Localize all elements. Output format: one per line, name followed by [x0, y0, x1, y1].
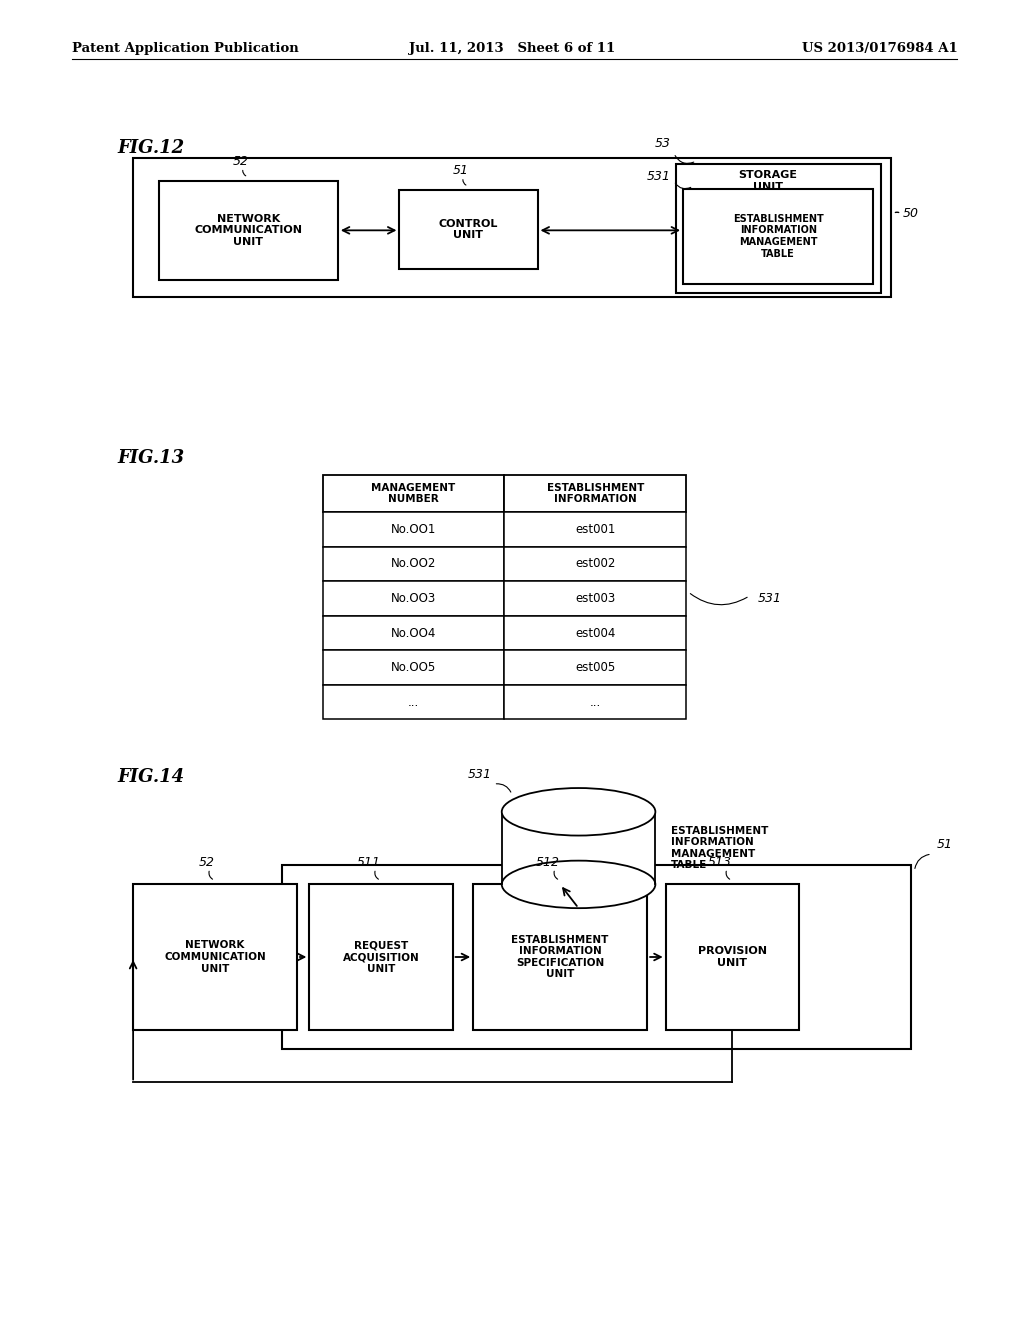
Text: 531: 531: [468, 768, 492, 781]
FancyBboxPatch shape: [323, 546, 504, 581]
Ellipse shape: [502, 788, 655, 836]
FancyBboxPatch shape: [323, 581, 504, 615]
FancyBboxPatch shape: [473, 884, 647, 1030]
Text: ESTABLISHMENT
INFORMATION
MANAGEMENT
TABLE: ESTABLISHMENT INFORMATION MANAGEMENT TAB…: [733, 214, 823, 259]
FancyBboxPatch shape: [504, 685, 686, 719]
FancyBboxPatch shape: [504, 651, 686, 685]
Text: ESTABLISHMENT
INFORMATION: ESTABLISHMENT INFORMATION: [547, 483, 644, 504]
FancyBboxPatch shape: [159, 181, 338, 280]
FancyBboxPatch shape: [504, 546, 686, 581]
Text: est003: est003: [575, 591, 615, 605]
Text: FIG.13: FIG.13: [118, 449, 185, 467]
FancyBboxPatch shape: [666, 884, 799, 1030]
FancyBboxPatch shape: [323, 685, 504, 719]
FancyBboxPatch shape: [282, 865, 911, 1049]
Text: FIG.12: FIG.12: [118, 139, 185, 157]
Text: 53: 53: [654, 137, 671, 150]
FancyBboxPatch shape: [683, 189, 873, 284]
FancyBboxPatch shape: [502, 812, 655, 884]
Text: 531: 531: [758, 591, 781, 605]
Text: No.OO4: No.OO4: [391, 627, 436, 640]
Ellipse shape: [502, 861, 655, 908]
Text: 531: 531: [647, 170, 671, 183]
Text: No.OO3: No.OO3: [391, 591, 436, 605]
Text: 512: 512: [537, 855, 560, 869]
Text: est004: est004: [575, 627, 615, 640]
Text: US 2013/0176984 A1: US 2013/0176984 A1: [802, 42, 957, 55]
Text: No.OO5: No.OO5: [391, 661, 436, 675]
Text: 513: 513: [709, 855, 732, 869]
Text: 50: 50: [903, 207, 920, 220]
FancyBboxPatch shape: [133, 158, 891, 297]
Text: 511: 511: [357, 855, 381, 869]
Text: REQUEST
ACQUISITION
UNIT: REQUEST ACQUISITION UNIT: [343, 940, 419, 974]
Text: est005: est005: [575, 661, 615, 675]
Text: ...: ...: [408, 696, 419, 709]
FancyBboxPatch shape: [504, 581, 686, 615]
FancyBboxPatch shape: [323, 651, 504, 685]
Text: Patent Application Publication: Patent Application Publication: [72, 42, 298, 55]
Text: CONTROL
UNIT: CONTROL UNIT: [439, 219, 498, 240]
FancyBboxPatch shape: [133, 884, 297, 1030]
FancyBboxPatch shape: [504, 475, 686, 512]
Text: ESTABLISHMENT
INFORMATION
MANAGEMENT
TABLE: ESTABLISHMENT INFORMATION MANAGEMENT TAB…: [671, 826, 768, 870]
Text: NETWORK
COMMUNICATION
UNIT: NETWORK COMMUNICATION UNIT: [195, 214, 302, 247]
Text: No.OO2: No.OO2: [391, 557, 436, 570]
Text: ...: ...: [590, 696, 601, 709]
Text: est001: est001: [575, 523, 615, 536]
Text: 52: 52: [199, 855, 215, 869]
Text: est002: est002: [575, 557, 615, 570]
Text: NETWORK
COMMUNICATION
UNIT: NETWORK COMMUNICATION UNIT: [164, 940, 266, 974]
FancyBboxPatch shape: [504, 512, 686, 546]
FancyBboxPatch shape: [323, 475, 504, 512]
FancyBboxPatch shape: [399, 190, 538, 269]
Text: ESTABLISHMENT
INFORMATION
SPECIFICATION
UNIT: ESTABLISHMENT INFORMATION SPECIFICATION …: [511, 935, 609, 979]
Text: 51: 51: [937, 838, 953, 851]
Text: No.OO1: No.OO1: [391, 523, 436, 536]
FancyBboxPatch shape: [676, 164, 881, 293]
Text: PROVISION
UNIT: PROVISION UNIT: [697, 946, 767, 968]
Text: 52: 52: [232, 154, 248, 168]
FancyBboxPatch shape: [323, 512, 504, 546]
FancyBboxPatch shape: [504, 615, 686, 651]
FancyBboxPatch shape: [309, 884, 453, 1030]
Text: 51: 51: [453, 164, 469, 177]
Text: MANAGEMENT
NUMBER: MANAGEMENT NUMBER: [372, 483, 456, 504]
Text: FIG.14: FIG.14: [118, 768, 185, 787]
Text: STORAGE
UNIT: STORAGE UNIT: [738, 170, 798, 191]
Text: Jul. 11, 2013   Sheet 6 of 11: Jul. 11, 2013 Sheet 6 of 11: [409, 42, 615, 55]
FancyBboxPatch shape: [323, 615, 504, 651]
